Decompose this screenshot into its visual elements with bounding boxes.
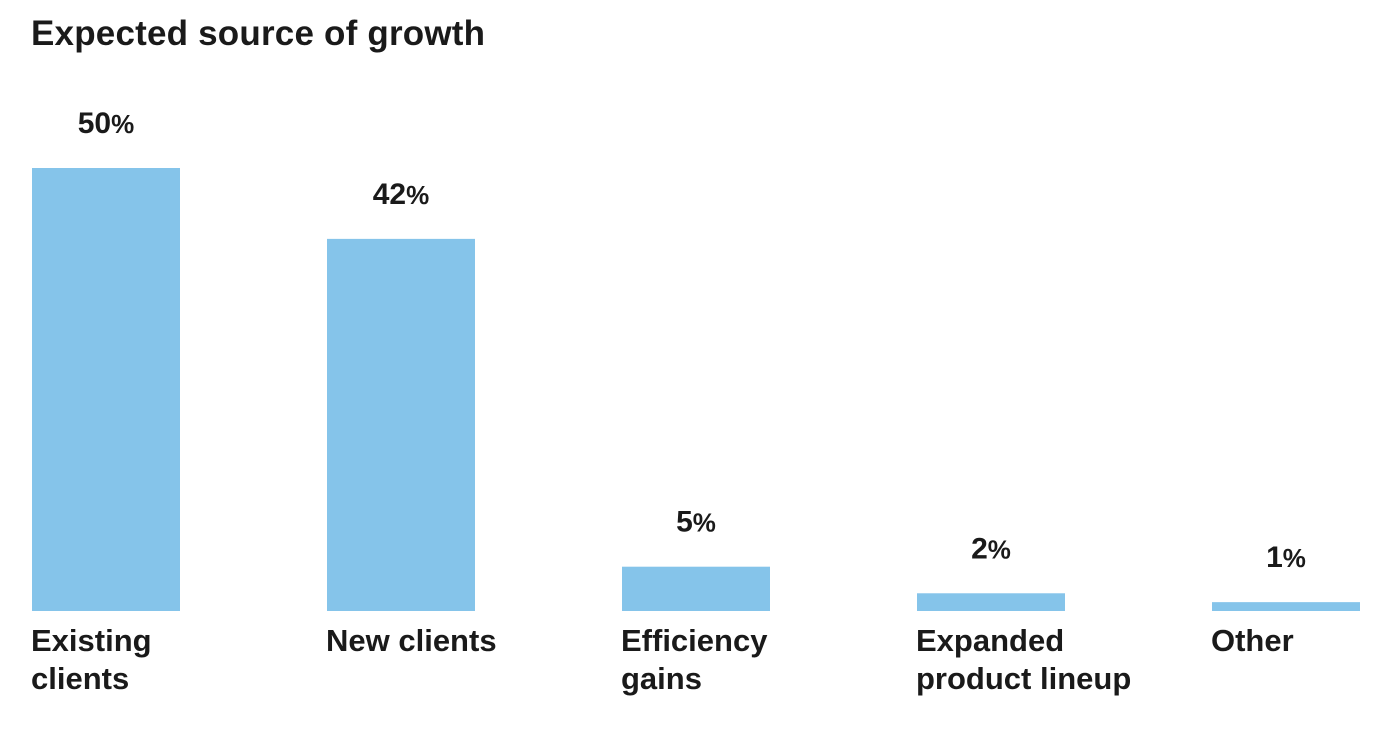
- bar-5: [1212, 602, 1360, 611]
- category-label-5: Other: [1211, 623, 1294, 658]
- category-label-1: Existing clients: [31, 623, 152, 696]
- category-label-4: Expanded product lineup: [916, 623, 1132, 696]
- bar-3: [622, 566, 770, 611]
- value-label-2: 42%: [373, 178, 430, 211]
- value-label-4: 2%: [971, 532, 1011, 565]
- value-label-5: 1%: [1266, 541, 1306, 574]
- category-label-3: Efficiency gains: [621, 623, 768, 696]
- value-label-3: 5%: [676, 506, 716, 539]
- bar-2: [327, 238, 475, 611]
- value-label-1: 50%: [78, 107, 135, 140]
- category-label-2: New clients: [326, 623, 497, 658]
- chart-title: Expected source of growth: [31, 14, 486, 53]
- bar-1: [32, 168, 180, 611]
- bar-4: [917, 593, 1065, 611]
